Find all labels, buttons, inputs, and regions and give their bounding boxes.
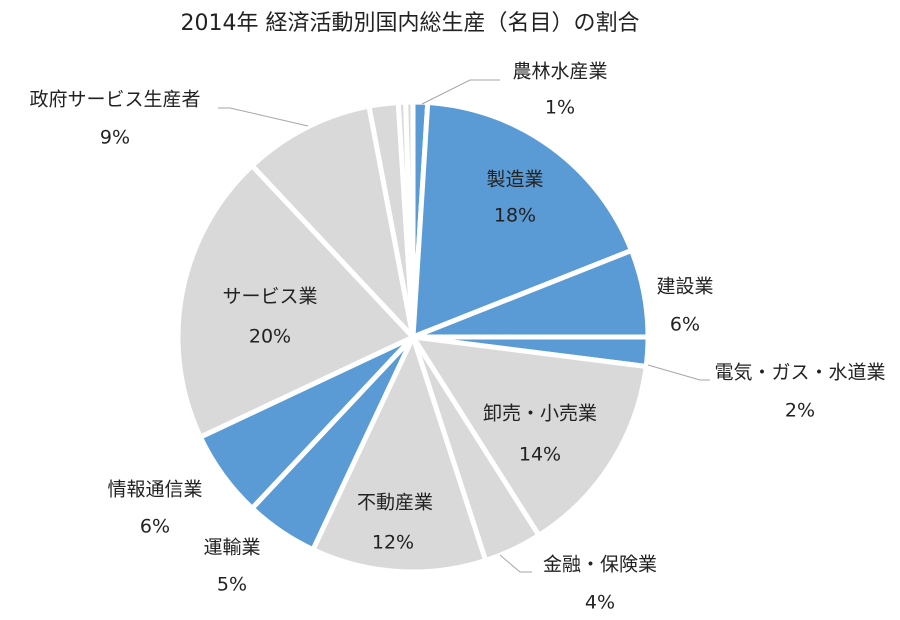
pie-slice <box>175 162 418 441</box>
value-label: 4% <box>585 592 615 614</box>
pie-slice <box>309 330 489 575</box>
slice-label: 製造業 <box>486 169 543 191</box>
value-label: 12% <box>372 532 414 554</box>
slice-label: 金融・保険業 <box>543 554 657 576</box>
value-label: 20% <box>249 326 291 348</box>
slice-label: 政府サービス生産者 <box>29 89 200 111</box>
leader-line <box>499 554 532 573</box>
slice-label: 運輸業 <box>203 537 260 559</box>
pie-slice <box>408 333 649 539</box>
slice-label: 不動産業 <box>357 492 433 514</box>
value-label: 9% <box>100 127 130 149</box>
leader-line <box>421 79 500 105</box>
value-label: 2% <box>785 400 815 422</box>
slice-label: 農林水産業 <box>512 61 607 83</box>
value-label: 1% <box>545 97 575 119</box>
slice-label: 卸売・小売業 <box>483 403 597 425</box>
value-label: 6% <box>140 516 170 538</box>
pie-slice <box>248 103 418 345</box>
value-label: 14% <box>519 444 561 466</box>
leader-line <box>647 364 710 381</box>
slice-label: サービス業 <box>222 286 317 308</box>
slice-label: 電気・ガス・水道業 <box>714 362 885 384</box>
value-label: 5% <box>217 574 247 596</box>
value-label: 18% <box>494 205 536 227</box>
pie-slice <box>403 99 416 338</box>
pie-slice <box>410 99 635 341</box>
slice-label: 情報通信業 <box>107 479 202 501</box>
leader-line <box>218 107 309 127</box>
chart-title: 2014年 経済活動別国内総生産（名目）の割合 <box>181 11 640 36</box>
value-label: 6% <box>670 314 700 336</box>
slice-label: 建設業 <box>656 276 713 298</box>
